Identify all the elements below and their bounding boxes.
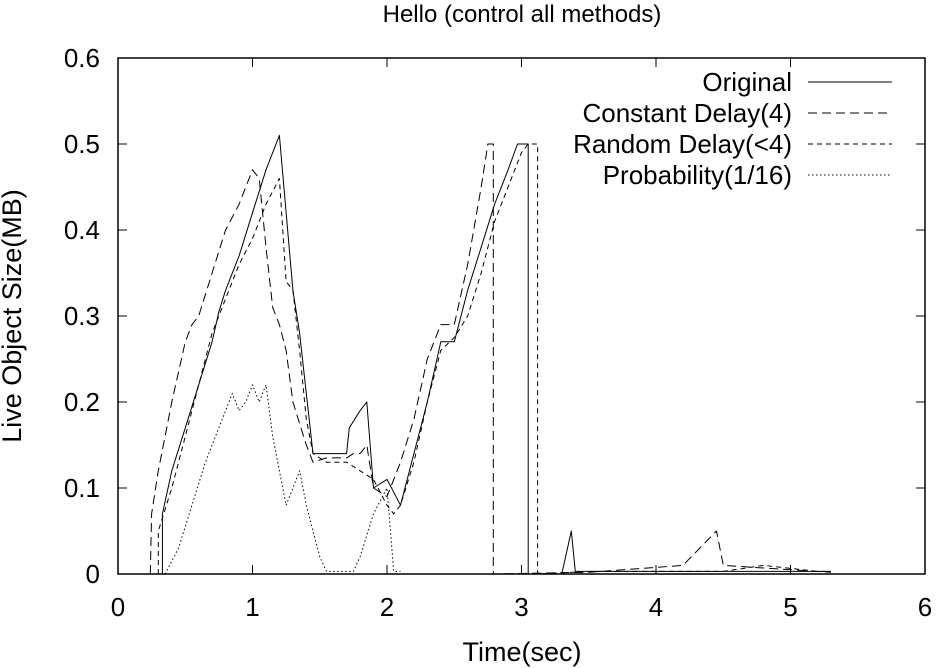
x-tick-label: 0 <box>111 592 125 622</box>
x-tick-label: 6 <box>918 592 932 622</box>
y-tick-label: 0.4 <box>64 215 100 245</box>
y-tick-label: 0.6 <box>64 43 100 73</box>
x-tick-label: 4 <box>649 592 663 622</box>
y-tick-label: 0.5 <box>64 129 100 159</box>
x-tick-label: 5 <box>783 592 797 622</box>
series-line-1 <box>161 134 831 575</box>
x-tick-label: 3 <box>514 592 528 622</box>
y-tick-label: 0.3 <box>64 301 100 331</box>
chart-title: Hello (control all methods) <box>383 1 662 28</box>
plot-area-frame <box>117 57 926 575</box>
y-axis: 0 0.1 0.2 0.3 0.4 0.5 0.6 <box>64 43 925 589</box>
legend-label-2: Constant Delay(4) <box>582 98 792 128</box>
x-axis: 0 1 2 3 4 5 6 <box>111 58 932 622</box>
legend-label-1: Original <box>702 67 792 97</box>
y-tick-label: 0.1 <box>64 473 100 503</box>
x-axis-label: Time(sec) <box>463 637 582 667</box>
series-line-3 <box>157 143 831 575</box>
y-axis-label: Live Object Size(MB) <box>0 189 27 443</box>
legend-label-3: Random Delay(<4) <box>573 129 792 159</box>
series-layer <box>149 134 831 575</box>
legend-label-4: Probability(1/16) <box>603 160 792 190</box>
series-line-4 <box>164 384 401 575</box>
x-tick-label: 2 <box>380 592 394 622</box>
x-tick-label: 1 <box>245 592 259 622</box>
series-line-2 <box>149 143 831 575</box>
y-tick-label: 0 <box>86 559 100 589</box>
y-tick-label: 0.2 <box>64 387 100 417</box>
